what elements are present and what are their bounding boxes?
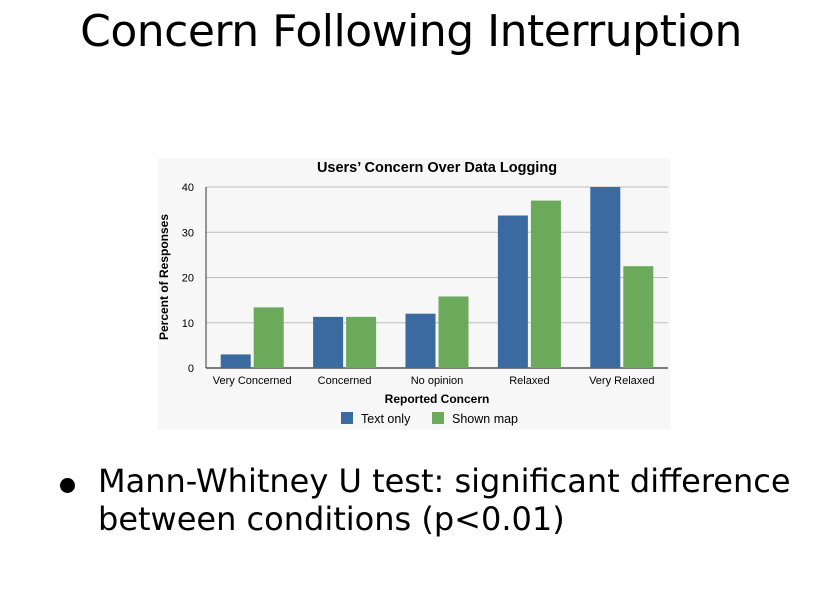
bar — [346, 316, 377, 368]
bar — [220, 354, 251, 368]
bar — [313, 316, 344, 368]
bar-layer — [220, 187, 654, 368]
bar — [497, 215, 528, 368]
x-tick-label: Concerned — [318, 375, 372, 387]
bar — [590, 187, 621, 368]
bar — [253, 307, 284, 368]
y-axis-label: Percent of Responses — [157, 214, 171, 340]
x-tick-label: Relaxed — [509, 375, 549, 387]
y-tick-label: 30 — [182, 227, 194, 239]
y-tick-label: 0 — [188, 363, 194, 375]
x-tick-label: Very Relaxed — [589, 375, 654, 387]
legend-label: Text only — [361, 412, 411, 426]
chart-title: Users’ Concern Over Data Logging — [317, 160, 557, 176]
chart-background — [158, 158, 670, 430]
x-tick-label: Very Concerned — [213, 375, 292, 387]
bar — [530, 200, 561, 368]
bullet-dot-icon — [60, 478, 75, 493]
legend-swatch — [432, 412, 444, 424]
legend: Text only Shown map — [341, 412, 518, 426]
slide-title: Concern Following Interruption — [80, 6, 742, 57]
x-tick-label: No opinion — [411, 375, 464, 387]
y-tick-label: 40 — [182, 182, 194, 194]
bullet-text: Mann-Whitney U test: significant differe… — [98, 462, 791, 538]
axis-layer: 0 10 20 30 40 Very Concerned Concerned No opini… — [182, 182, 655, 387]
y-tick-label: 10 — [182, 318, 194, 330]
bar — [438, 296, 469, 368]
bar — [405, 313, 436, 368]
legend-label: Shown map — [452, 412, 518, 426]
bar — [623, 266, 654, 368]
y-tick-label: 20 — [182, 273, 194, 285]
x-axis-label: Reported Concern — [385, 392, 490, 406]
legend-swatch — [341, 412, 353, 424]
